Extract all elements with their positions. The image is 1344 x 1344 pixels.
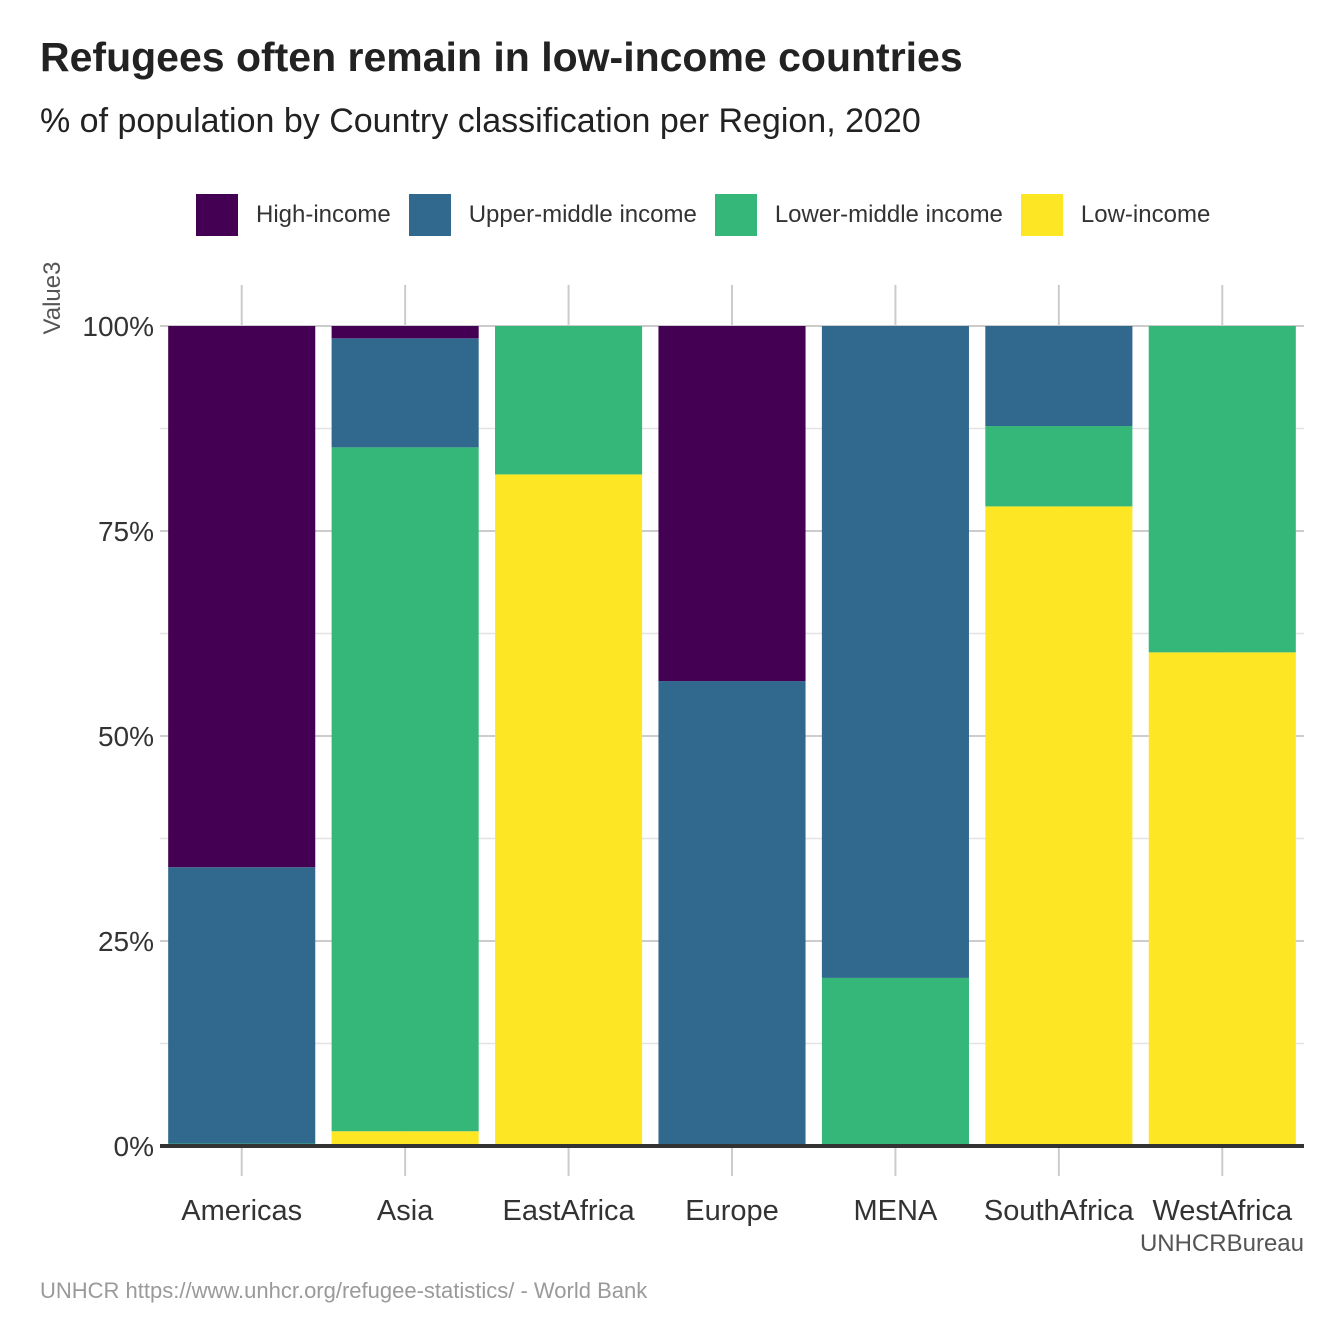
y-axis-title: Value3 bbox=[39, 262, 66, 335]
bar-segment bbox=[985, 506, 1133, 1146]
x-axis-caption: UNHCRBureau bbox=[1139, 1230, 1304, 1257]
legend-label: Low-income bbox=[1080, 201, 1211, 228]
chart-legend: High-income Upper-middle income Lower-mi… bbox=[196, 193, 1228, 237]
bar-segment bbox=[985, 426, 1133, 507]
legend-label: Upper-middle income bbox=[468, 201, 697, 228]
legend-swatch bbox=[196, 194, 238, 236]
y-tick-label: 100% bbox=[82, 311, 154, 342]
legend-item-low-income: Low-income bbox=[1020, 194, 1211, 236]
bar-segment bbox=[821, 977, 969, 1146]
bar-segment bbox=[495, 474, 643, 1146]
bar-segment bbox=[985, 326, 1133, 427]
x-tick-label: Europe bbox=[685, 1195, 779, 1227]
legend-item-lower-middle-income: Lower-middle income bbox=[714, 194, 1003, 236]
x-tick-label: SouthAfrica bbox=[984, 1195, 1135, 1227]
y-tick-label: 50% bbox=[98, 721, 154, 752]
bar-segment bbox=[331, 447, 479, 1132]
y-tick-label: 0% bbox=[114, 1131, 154, 1162]
bar-segment bbox=[821, 326, 969, 978]
legend-item-upper-middle-income: Upper-middle income bbox=[408, 194, 697, 236]
chart-title: Refugees often remain in low-income coun… bbox=[40, 34, 963, 80]
legend-swatch bbox=[1020, 194, 1063, 236]
bar-segment bbox=[168, 867, 316, 1144]
bar-segment bbox=[658, 326, 806, 682]
source-note: UNHCR https://www.unhcr.org/refugee-stat… bbox=[40, 1278, 648, 1303]
bar-segment bbox=[658, 681, 806, 1146]
x-tick-label: WestAfrica bbox=[1152, 1195, 1293, 1227]
y-tick-label: 25% bbox=[98, 926, 154, 957]
y-tick-label: 75% bbox=[98, 516, 154, 547]
bar-segment bbox=[331, 338, 479, 448]
bar-segment bbox=[495, 326, 643, 475]
legend-label: Lower-middle income bbox=[774, 201, 1003, 228]
legend-item-high-income: High-income bbox=[196, 194, 391, 236]
bar-segment bbox=[1148, 652, 1296, 1146]
x-tick-label: MENA bbox=[854, 1195, 938, 1227]
bar-segment bbox=[1148, 326, 1296, 653]
x-tick-label: Americas bbox=[181, 1195, 302, 1227]
chart-subtitle: % of population by Country classificatio… bbox=[40, 102, 921, 140]
legend-swatch bbox=[408, 194, 451, 236]
x-tick-label: EastAfrica bbox=[502, 1195, 635, 1227]
bar-segment bbox=[168, 326, 316, 868]
legend-label: High-income bbox=[256, 201, 391, 228]
x-tick-label: Asia bbox=[377, 1195, 434, 1227]
bar-segment bbox=[331, 326, 479, 339]
legend-swatch bbox=[714, 194, 757, 236]
bar-segment bbox=[331, 1131, 479, 1146]
